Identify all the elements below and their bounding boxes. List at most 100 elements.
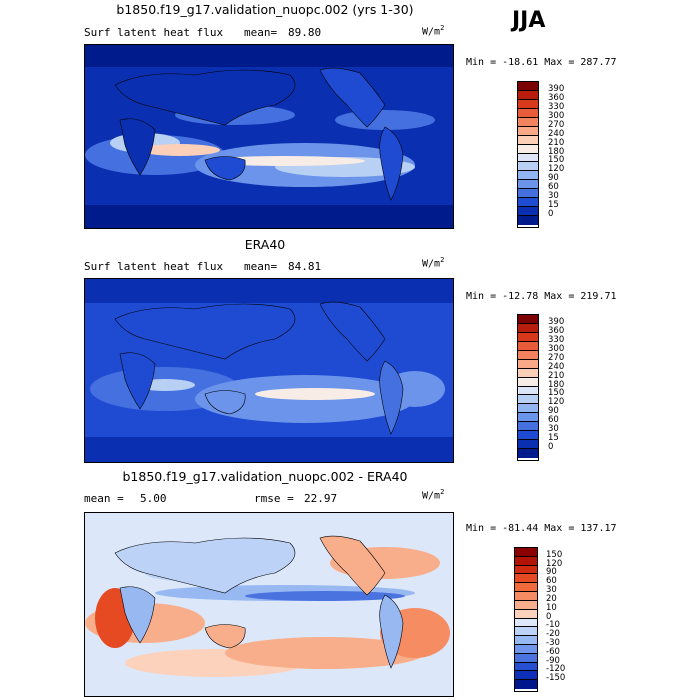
colorbar-swatch (518, 323, 538, 333)
panel-model-title: b1850.f19_g17.validation_nuopc.002 (yrs … (116, 2, 414, 17)
colorbar-swatch (515, 556, 537, 566)
panel-diff-minmax: Min = -81.44 Max = 137.17 (466, 523, 617, 534)
colorbar-swatch (515, 618, 537, 628)
colorbar-tick-label: 390 (548, 316, 565, 327)
colorbar-tick-label: 150 (548, 388, 565, 399)
colorbar-tick-label: 120 (548, 164, 565, 175)
colorbar-swatch (518, 153, 538, 163)
colorbar-swatch (518, 315, 538, 324)
colorbar-tick-label: 30 (548, 424, 559, 435)
colorbar-swatch (515, 565, 537, 575)
colorbar-swatch (515, 592, 537, 601)
colorbar-swatch (518, 144, 538, 154)
colorbar-tick-label: 240 (548, 128, 565, 139)
colorbar-swatch (515, 574, 537, 584)
colorbar-tick-label: 90 (548, 406, 559, 417)
colorbar-swatch (518, 207, 538, 217)
colorbar-tick-label: 330 (548, 334, 565, 345)
colorbar-swatch (518, 216, 538, 225)
colorbar-tick-label: 30 (546, 585, 557, 596)
colorbar-swatch (515, 627, 537, 637)
colorbar-tick-label: 0 (548, 209, 554, 220)
colorbar-tick-label: 60 (548, 182, 559, 193)
colorbar-tick-label: 120 (548, 397, 565, 408)
colorbar-swatch (518, 108, 538, 118)
colorbar-swatch (518, 359, 538, 369)
colorbar-swatch (518, 332, 538, 342)
colorbar-tick-label: -60 (546, 646, 560, 657)
colorbar-swatch (515, 644, 537, 654)
colorbar-swatch (518, 135, 538, 145)
colorbar-swatch (515, 671, 537, 681)
panel-diff-title: b1850.f19_g17.validation_nuopc.002 - ERA… (122, 469, 408, 484)
panel-obs-colorbar-ticks: 390 360 330 300 270 240 210 180 150 120 90 60 30 15 0 (548, 314, 588, 461)
panel-model-units: W/m2 (422, 24, 445, 38)
colorbar-swatch (518, 180, 538, 190)
colorbar-tick-label: 120 (546, 558, 563, 569)
panel-diff-map (84, 512, 454, 697)
panel-diff-rmse-value: 22.97 (304, 492, 338, 505)
panel-obs-map (84, 278, 454, 463)
colorbar-tick-label: 240 (548, 361, 565, 372)
colorbar-swatch (515, 636, 537, 645)
colorbar-swatch (518, 99, 538, 109)
colorbar-tick-label: 15 (548, 200, 559, 211)
colorbar-tick-label: 360 (548, 325, 565, 336)
colorbar-tick-label: 15 (548, 433, 559, 444)
colorbar-swatch (515, 548, 537, 557)
colorbar-tick-label: 30 (548, 191, 559, 202)
colorbar-tick-label: 300 (548, 343, 565, 354)
colorbar-swatch (518, 126, 538, 136)
colorbar-tick-label: 20 (546, 593, 557, 604)
panel-diff-colorbar (514, 547, 538, 692)
colorbar-swatch (518, 395, 538, 405)
colorbar-swatch (515, 609, 537, 619)
colorbar-swatch (518, 368, 538, 378)
colorbar-swatch (515, 662, 537, 672)
panel-model-colorbar (517, 81, 539, 228)
season-label: JJA (512, 8, 546, 33)
colorbar-tick-label: 210 (548, 370, 565, 381)
colorbar-tick-label: 360 (548, 92, 565, 103)
colorbar-swatch (515, 680, 537, 689)
panel-obs-colorbar (517, 314, 539, 461)
panel-model-mean-label: mean= (244, 26, 278, 39)
colorbar-tick-label: -150 (546, 673, 566, 684)
colorbar-tick-label: 60 (548, 415, 559, 426)
colorbar-swatch (518, 404, 538, 414)
colorbar-tick-label: 300 (548, 110, 565, 121)
colorbar-tick-label: 0 (548, 442, 554, 453)
colorbar-swatch (515, 583, 537, 593)
colorbar-tick-label: -30 (546, 637, 560, 648)
panel-model-map (84, 44, 454, 229)
colorbar-swatch (518, 117, 538, 127)
colorbar-swatch (518, 413, 538, 423)
colorbar-swatch (515, 653, 537, 663)
panel-model-mean-value: 89.80 (288, 26, 322, 39)
panel-obs-title: ERA40 (244, 237, 286, 252)
colorbar-tick-label: 330 (548, 101, 565, 112)
colorbar-swatch (518, 162, 538, 172)
model-latent-heat-map (85, 45, 453, 228)
colorbar-tick-label: 390 (548, 83, 565, 94)
colorbar-tick-label: 270 (548, 352, 565, 363)
panel-obs-mean-value: 84.81 (288, 260, 322, 273)
colorbar-swatch (518, 341, 538, 351)
colorbar-swatch (515, 600, 537, 610)
colorbar-tick-label: 150 (546, 549, 563, 560)
colorbar-swatch (518, 189, 538, 199)
panel-diff-units: W/m2 (422, 488, 445, 502)
panel-model-minmax: Min = -18.61 Max = 287.77 (466, 57, 617, 68)
colorbar-tick-label: 180 (548, 146, 565, 157)
panel-obs-mean-label: mean= (244, 260, 278, 273)
colorbar-tick-label: 180 (548, 379, 565, 390)
colorbar-tick-label: 90 (548, 173, 559, 184)
panel-diff-mean-value: 5.00 (140, 492, 167, 505)
panel-model-variable: Surf latent heat flux (84, 26, 224, 39)
colorbar-swatch (518, 350, 538, 360)
colorbar-tick-label: 270 (548, 119, 565, 130)
panel-obs-units: W/m2 (422, 256, 445, 270)
panel-obs-variable: Surf latent heat flux (84, 260, 224, 273)
panel-diff-mean-label: mean = (84, 492, 124, 505)
colorbar-swatch (518, 449, 538, 458)
